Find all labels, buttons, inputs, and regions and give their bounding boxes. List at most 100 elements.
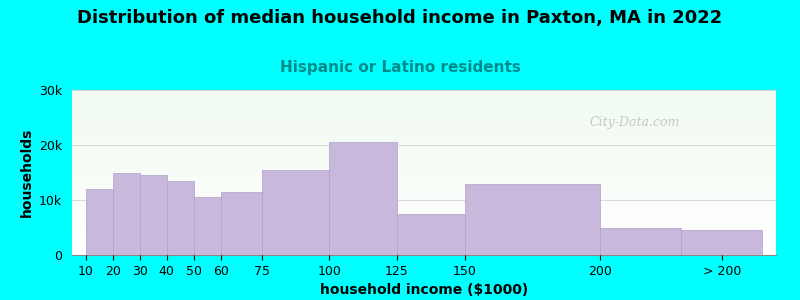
Bar (72, 141, 776, 142)
Bar (72, 202, 776, 203)
Bar (72, 148, 776, 149)
Bar (72, 187, 776, 188)
Bar (72, 163, 776, 164)
Bar (72, 210, 776, 211)
Bar (72, 114, 776, 115)
Bar (72, 146, 776, 147)
Bar (72, 237, 776, 238)
Bar (72, 173, 776, 174)
Bar (72, 158, 776, 159)
Bar (72, 207, 776, 208)
Bar (72, 143, 776, 144)
Text: Hispanic or Latino residents: Hispanic or Latino residents (279, 60, 521, 75)
Bar (72, 113, 776, 114)
Bar (72, 152, 776, 153)
Bar (72, 117, 776, 118)
Bar (72, 170, 776, 171)
Bar (262, 170, 330, 255)
Bar (72, 108, 776, 109)
Bar (72, 230, 776, 231)
Bar (72, 156, 776, 157)
Bar (72, 153, 776, 154)
Bar (72, 226, 776, 227)
Bar (72, 147, 776, 148)
Bar (72, 174, 776, 175)
Bar (72, 93, 776, 94)
Bar (72, 140, 776, 141)
Bar (72, 243, 776, 244)
Bar (72, 172, 776, 173)
Bar (72, 225, 776, 226)
Bar (72, 189, 776, 190)
Bar (72, 123, 776, 124)
Bar (72, 252, 776, 253)
Bar (140, 175, 166, 255)
Bar (72, 215, 776, 216)
Bar (72, 161, 776, 162)
Bar (72, 245, 776, 246)
Bar (72, 198, 776, 199)
Bar (72, 222, 776, 223)
Bar (72, 166, 776, 167)
Bar (72, 221, 776, 222)
Bar (72, 183, 776, 184)
Bar (72, 97, 776, 98)
Bar (72, 254, 776, 255)
Bar (72, 154, 776, 155)
Bar (72, 206, 776, 207)
Bar (465, 184, 600, 255)
Bar (72, 145, 776, 146)
Bar (72, 133, 776, 134)
Bar (72, 100, 776, 101)
Bar (600, 227, 682, 255)
Bar (72, 129, 776, 130)
Bar (72, 162, 776, 163)
Bar (72, 102, 776, 103)
Bar (72, 128, 776, 129)
Bar (72, 249, 776, 250)
Bar (72, 216, 776, 217)
Bar (72, 182, 776, 183)
Bar (72, 233, 776, 234)
Bar (72, 136, 776, 137)
Bar (166, 181, 194, 255)
Bar (72, 118, 776, 119)
Bar (72, 131, 776, 132)
Bar (113, 172, 140, 255)
Bar (72, 184, 776, 185)
Text: City-Data.com: City-Data.com (590, 116, 680, 130)
Bar (72, 175, 776, 176)
Bar (72, 122, 776, 123)
Bar (72, 132, 776, 133)
Bar (72, 238, 776, 239)
Bar (72, 165, 776, 166)
Bar (72, 130, 776, 131)
Bar (72, 217, 776, 218)
Bar (72, 137, 776, 138)
Bar (72, 177, 776, 178)
Bar (72, 227, 776, 228)
Bar (72, 109, 776, 110)
Bar (72, 119, 776, 120)
Bar (72, 232, 776, 233)
Bar (330, 142, 397, 255)
Bar (72, 213, 776, 214)
Bar (72, 223, 776, 224)
Bar (72, 247, 776, 248)
Bar (72, 107, 776, 108)
Bar (72, 92, 776, 93)
Bar (72, 220, 776, 221)
Bar (72, 195, 776, 196)
Bar (72, 178, 776, 179)
Bar (72, 208, 776, 209)
Bar (72, 242, 776, 243)
Bar (72, 218, 776, 219)
Bar (72, 135, 776, 136)
Bar (72, 191, 776, 192)
Bar (72, 110, 776, 111)
Bar (72, 115, 776, 116)
X-axis label: household income ($1000): household income ($1000) (320, 283, 528, 297)
Bar (72, 116, 776, 117)
Bar (72, 127, 776, 128)
Bar (397, 214, 465, 255)
